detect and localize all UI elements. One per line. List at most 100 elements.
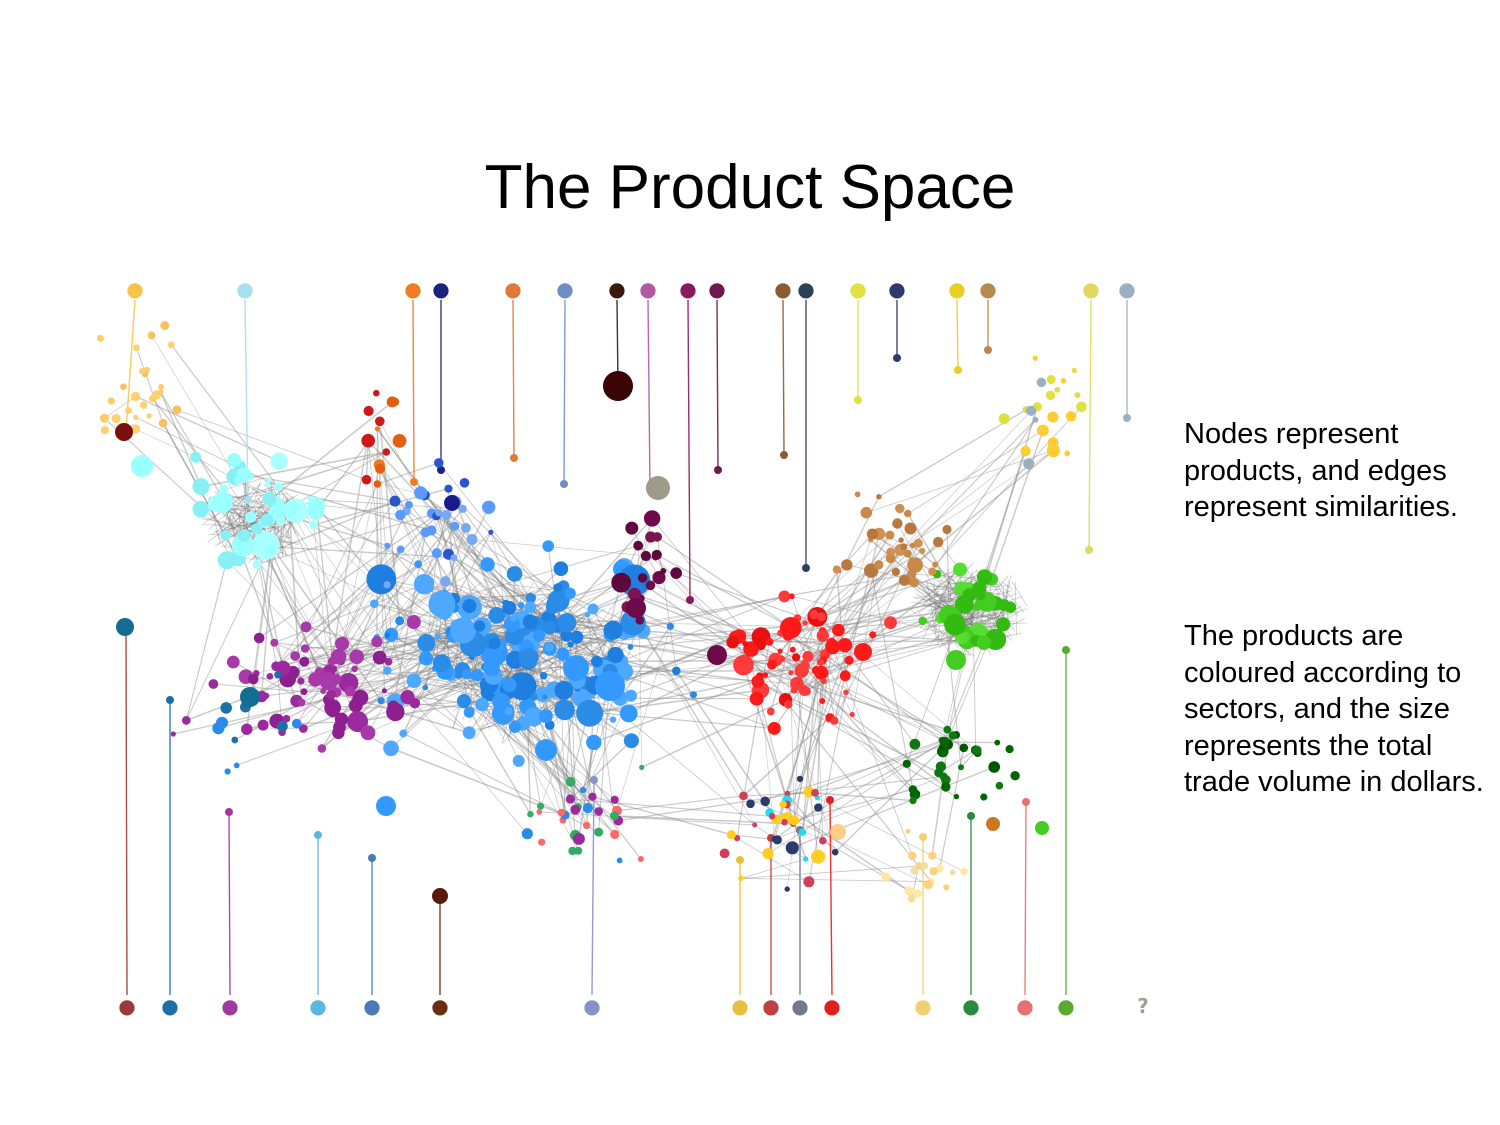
similarity-edge bbox=[930, 565, 959, 616]
product-node bbox=[777, 648, 783, 654]
product-node bbox=[908, 785, 918, 794]
similarity-edge bbox=[793, 670, 803, 821]
product-node bbox=[413, 574, 435, 595]
product-node bbox=[450, 554, 458, 562]
product-node bbox=[583, 821, 591, 830]
product-node bbox=[264, 482, 270, 488]
product-node bbox=[953, 793, 960, 800]
similarity-edge bbox=[1000, 581, 1014, 590]
product-node bbox=[637, 573, 648, 583]
product-node bbox=[441, 510, 452, 520]
product-node bbox=[572, 832, 585, 845]
product-node bbox=[432, 888, 448, 904]
similarity-edge bbox=[922, 593, 939, 606]
product-node bbox=[382, 448, 391, 456]
similarity-edge bbox=[740, 865, 919, 879]
similarity-edge bbox=[341, 564, 488, 645]
product-node bbox=[125, 407, 132, 414]
product-node bbox=[586, 734, 602, 751]
product-node bbox=[869, 631, 877, 639]
similarity-edge bbox=[236, 497, 257, 511]
similarity-edge bbox=[804, 622, 853, 715]
similarity-edge bbox=[304, 563, 419, 662]
sector-anchor-node bbox=[166, 696, 174, 704]
product-node bbox=[181, 716, 191, 725]
product-node bbox=[319, 672, 338, 691]
product-node bbox=[557, 613, 577, 633]
product-node bbox=[909, 738, 921, 750]
product-node bbox=[540, 672, 548, 680]
similarity-edge bbox=[425, 658, 589, 809]
product-node bbox=[900, 543, 908, 551]
product-node bbox=[212, 722, 225, 735]
similarity-edge bbox=[355, 662, 443, 706]
product-node bbox=[404, 500, 413, 509]
similarity-edge bbox=[367, 603, 443, 733]
similarity-edge bbox=[740, 858, 806, 879]
product-node bbox=[463, 706, 475, 718]
product-node bbox=[832, 565, 841, 574]
similarity-edge bbox=[743, 664, 948, 731]
sector-anchor-node bbox=[893, 354, 901, 362]
product-node bbox=[886, 547, 896, 557]
similarity-edge bbox=[135, 428, 196, 458]
similarity-edge bbox=[246, 728, 304, 730]
hide-icon: ● bbox=[888, 277, 905, 301]
similarity-edge bbox=[548, 617, 773, 666]
chemicals-icon: ● bbox=[679, 277, 696, 301]
product-node bbox=[371, 636, 383, 648]
similarity-edge bbox=[275, 500, 396, 667]
sector-anchor-node bbox=[368, 854, 376, 862]
product-node bbox=[466, 534, 478, 545]
product-node bbox=[918, 616, 927, 626]
similarity-edge bbox=[217, 517, 240, 536]
product-node bbox=[637, 856, 644, 862]
product-node bbox=[854, 643, 872, 661]
similarity-edge bbox=[801, 616, 823, 833]
similarity-edge bbox=[632, 622, 790, 627]
similarity-edge bbox=[549, 724, 618, 812]
product-node bbox=[390, 397, 400, 407]
product-node bbox=[811, 849, 826, 864]
similarity-edge bbox=[641, 699, 786, 769]
similarity-edge bbox=[616, 626, 671, 811]
product-node bbox=[192, 500, 210, 518]
product-node bbox=[942, 524, 952, 535]
product-node bbox=[120, 383, 127, 391]
diamond-icon: ● bbox=[118, 994, 135, 1018]
product-node bbox=[798, 685, 810, 696]
similarity-edge bbox=[836, 569, 846, 676]
similarity-edge bbox=[570, 625, 790, 646]
similarity-edge bbox=[367, 440, 388, 636]
similarity-edge bbox=[212, 497, 259, 536]
product-node bbox=[167, 341, 175, 349]
similarity-edge bbox=[815, 670, 824, 841]
similarity-edge bbox=[215, 503, 333, 662]
product-node bbox=[133, 344, 140, 352]
similarity-edge bbox=[279, 523, 286, 540]
product-node bbox=[854, 491, 861, 498]
product-node bbox=[542, 694, 548, 700]
product-node bbox=[971, 603, 980, 611]
product-node bbox=[980, 793, 988, 801]
similarity-edge bbox=[771, 570, 840, 666]
product-node bbox=[252, 559, 262, 569]
sector-anchor-node bbox=[954, 366, 962, 374]
similarity-edge bbox=[376, 531, 427, 638]
similarity-edge bbox=[236, 515, 279, 529]
product-node bbox=[885, 530, 895, 540]
similarity-edge bbox=[975, 608, 1029, 624]
similarity-edge bbox=[787, 704, 932, 882]
product-node bbox=[361, 433, 376, 448]
similarity-edge bbox=[743, 792, 816, 797]
product-node bbox=[524, 707, 544, 727]
sector-anchor-node bbox=[437, 466, 445, 474]
similarity-edge bbox=[832, 646, 913, 857]
similarity-edge bbox=[845, 691, 943, 741]
similarity-edge bbox=[1014, 581, 1017, 636]
product-space-network: ● ● ● ● ● ● ● ● ● ● ● ● ● ● ● ● ● ● ● ● ● ● ● ● ● ● ● ● ● ● ● ● ●? bbox=[96, 277, 1149, 1018]
similarity-edge bbox=[750, 743, 948, 805]
product-node bbox=[554, 699, 575, 721]
similarity-edge bbox=[780, 594, 983, 634]
similarity-edge bbox=[135, 395, 280, 462]
